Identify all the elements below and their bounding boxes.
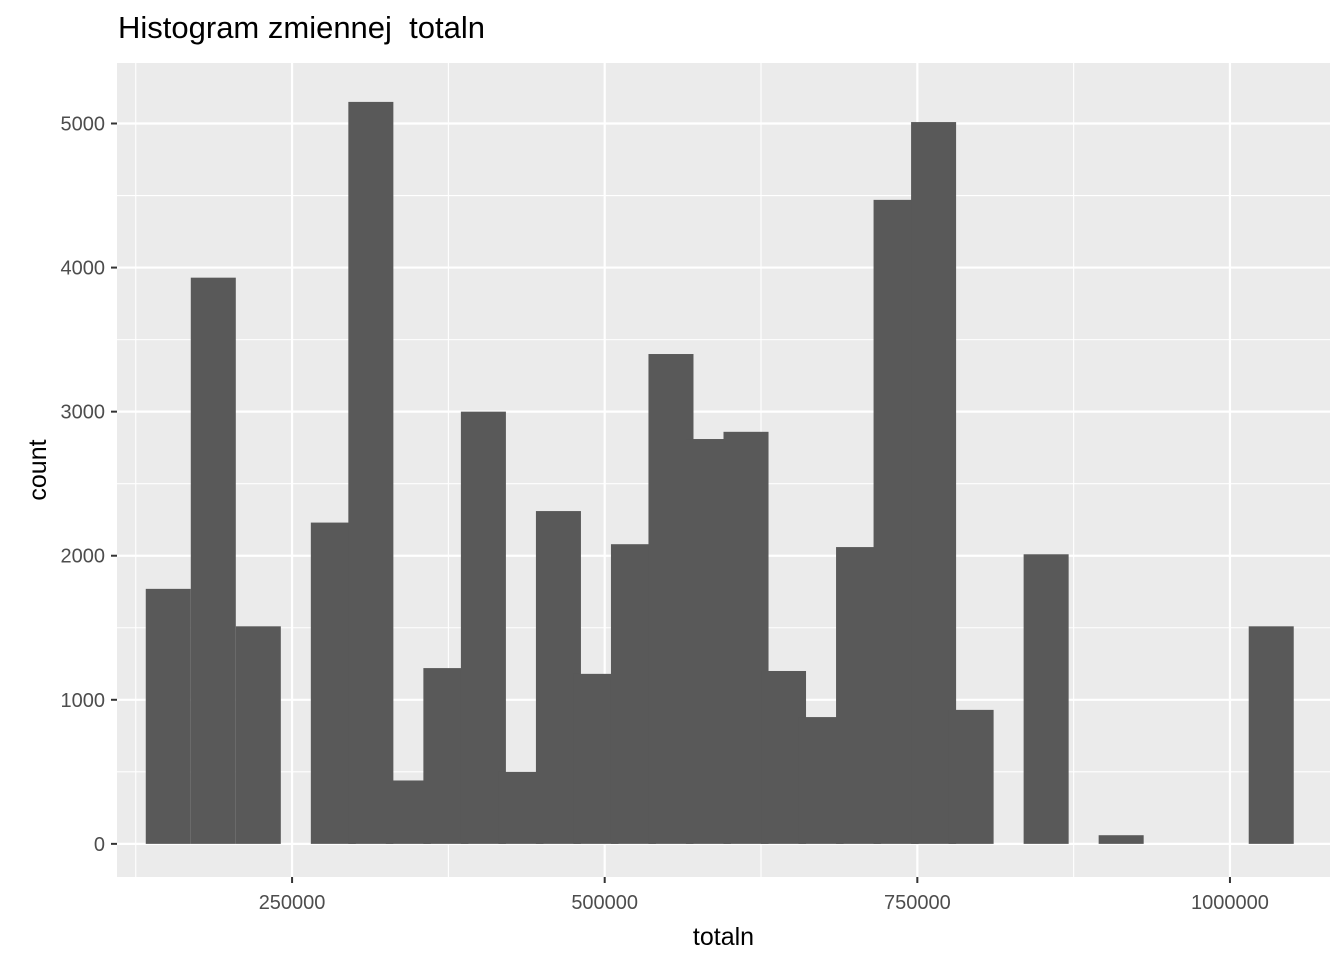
x-axis-ticks: 250000 500000 750000 1000000 xyxy=(259,877,1269,914)
histogram-bar xyxy=(535,511,581,844)
histogram-bar xyxy=(948,709,994,844)
y-tick-label: 2000 xyxy=(61,546,106,568)
histogram-bar xyxy=(1098,835,1144,844)
x-tick-label: 500000 xyxy=(571,892,638,914)
y-tick-label: 0 xyxy=(94,834,105,856)
histogram-bar xyxy=(1248,626,1294,844)
x-axis-title: totaln xyxy=(693,923,754,951)
x-tick-label: 750000 xyxy=(884,892,951,914)
y-tick-label: 1000 xyxy=(61,690,106,712)
histogram-bars xyxy=(145,101,1294,844)
histogram-bar xyxy=(235,626,281,844)
histogram-bar xyxy=(190,277,236,844)
x-tick-label: 1000000 xyxy=(1191,892,1269,914)
chart-title: Histogram zmiennej totaln xyxy=(118,10,485,45)
histogram-bar xyxy=(873,199,919,844)
histogram-bar xyxy=(648,354,694,844)
histogram-bar xyxy=(348,101,394,844)
histogram-bar xyxy=(761,670,807,844)
histogram-bar xyxy=(1023,554,1069,844)
x-tick-label: 250000 xyxy=(259,892,326,914)
y-tick-label: 3000 xyxy=(61,402,106,424)
histogram-bar xyxy=(145,588,191,844)
y-tick-label: 5000 xyxy=(61,114,106,136)
y-tick-label: 4000 xyxy=(61,258,106,280)
y-axis-ticks: 0 1000 2000 3000 4000 5000 xyxy=(61,114,117,856)
y-axis-title: count xyxy=(24,439,52,500)
